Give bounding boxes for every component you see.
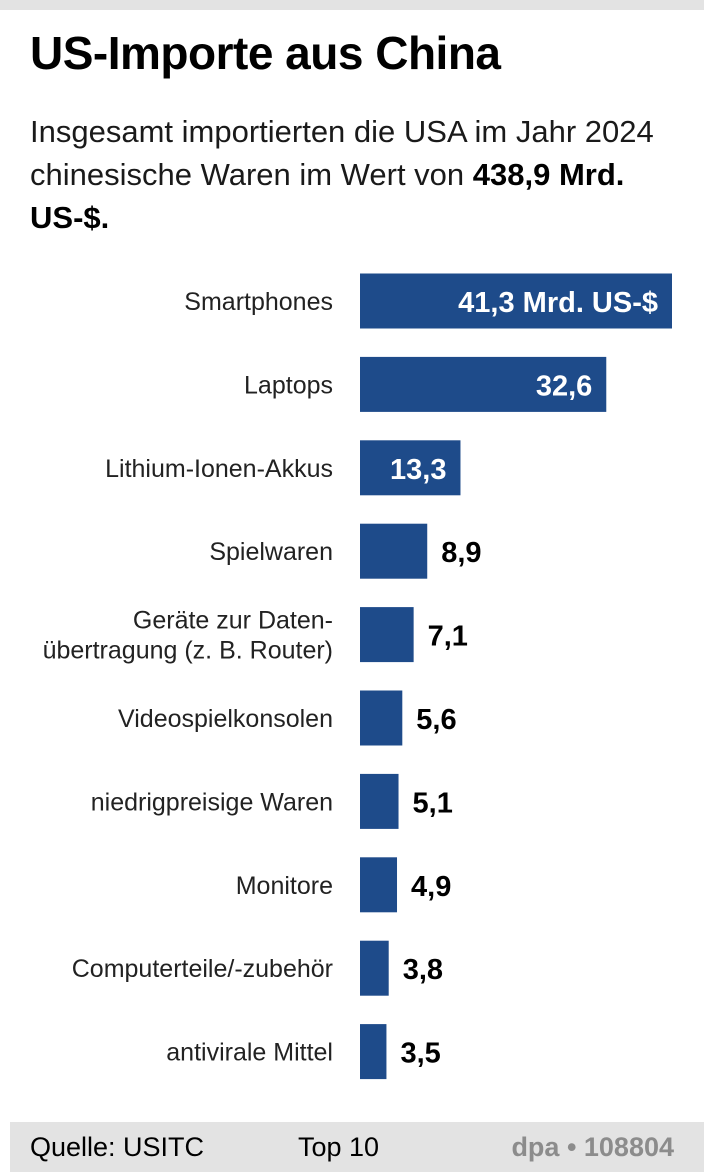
value-label: 4,9 xyxy=(411,871,451,903)
bar xyxy=(360,273,672,329)
value-label: 32,6 xyxy=(536,370,592,402)
bar xyxy=(360,1024,387,1080)
bar xyxy=(360,690,403,746)
category-label: Videospielkonsolen xyxy=(118,705,333,733)
credit-label: dpa • 108804 xyxy=(511,1132,674,1162)
footer: Quelle: USITC Top 10 dpa • 108804 xyxy=(10,1122,704,1172)
value-label: 13,3 xyxy=(390,454,446,486)
top-rule xyxy=(0,0,704,10)
bar xyxy=(360,523,428,579)
category-label: Smartphones xyxy=(184,288,333,316)
value-label: 3,5 xyxy=(400,1038,440,1070)
bar xyxy=(360,773,399,829)
source-label: Quelle: USITC xyxy=(30,1132,205,1162)
subtitle-text: Insgesamt importierten die USA im Jahr 2… xyxy=(30,114,654,192)
bar xyxy=(360,440,461,496)
subtitle-total: 438,9 Mrd. US-$. xyxy=(30,157,625,235)
category-label: Computerteile/-zubehör xyxy=(72,955,333,983)
category-label: Lithium-Ionen-Akkus xyxy=(105,455,333,483)
bar-chart: Smartphones 41,3 Mrd. US-$ Laptops 32,6 Lith… xyxy=(43,273,672,1080)
category-label: Laptops xyxy=(244,371,333,399)
value-label: 3,8 xyxy=(403,954,443,986)
value-label: 8,9 xyxy=(441,537,481,569)
rank-label: Top 10 xyxy=(298,1132,380,1162)
value-label: 41,3 Mrd. US-$ xyxy=(458,287,658,319)
category-label: Spielwaren xyxy=(209,538,333,566)
category-label: Geräte zur Daten- xyxy=(133,607,333,635)
category-label: antivirale Mittel xyxy=(166,1039,333,1067)
bar xyxy=(360,607,414,663)
value-label: 5,6 xyxy=(416,704,456,736)
value-label: 7,1 xyxy=(428,621,468,653)
bar xyxy=(360,940,389,996)
chart-subtitle: Insgesamt importierten die USA im Jahr 2… xyxy=(30,110,680,239)
chart-title: US-Importe aus China xyxy=(30,27,501,79)
category-label: Monitore xyxy=(236,872,333,900)
value-label: 5,1 xyxy=(413,787,453,819)
category-label: niedrigpreisige Waren xyxy=(91,788,333,816)
category-label: übertragung (z. B. Router) xyxy=(43,637,333,665)
bar xyxy=(360,857,398,913)
bar xyxy=(360,356,607,412)
